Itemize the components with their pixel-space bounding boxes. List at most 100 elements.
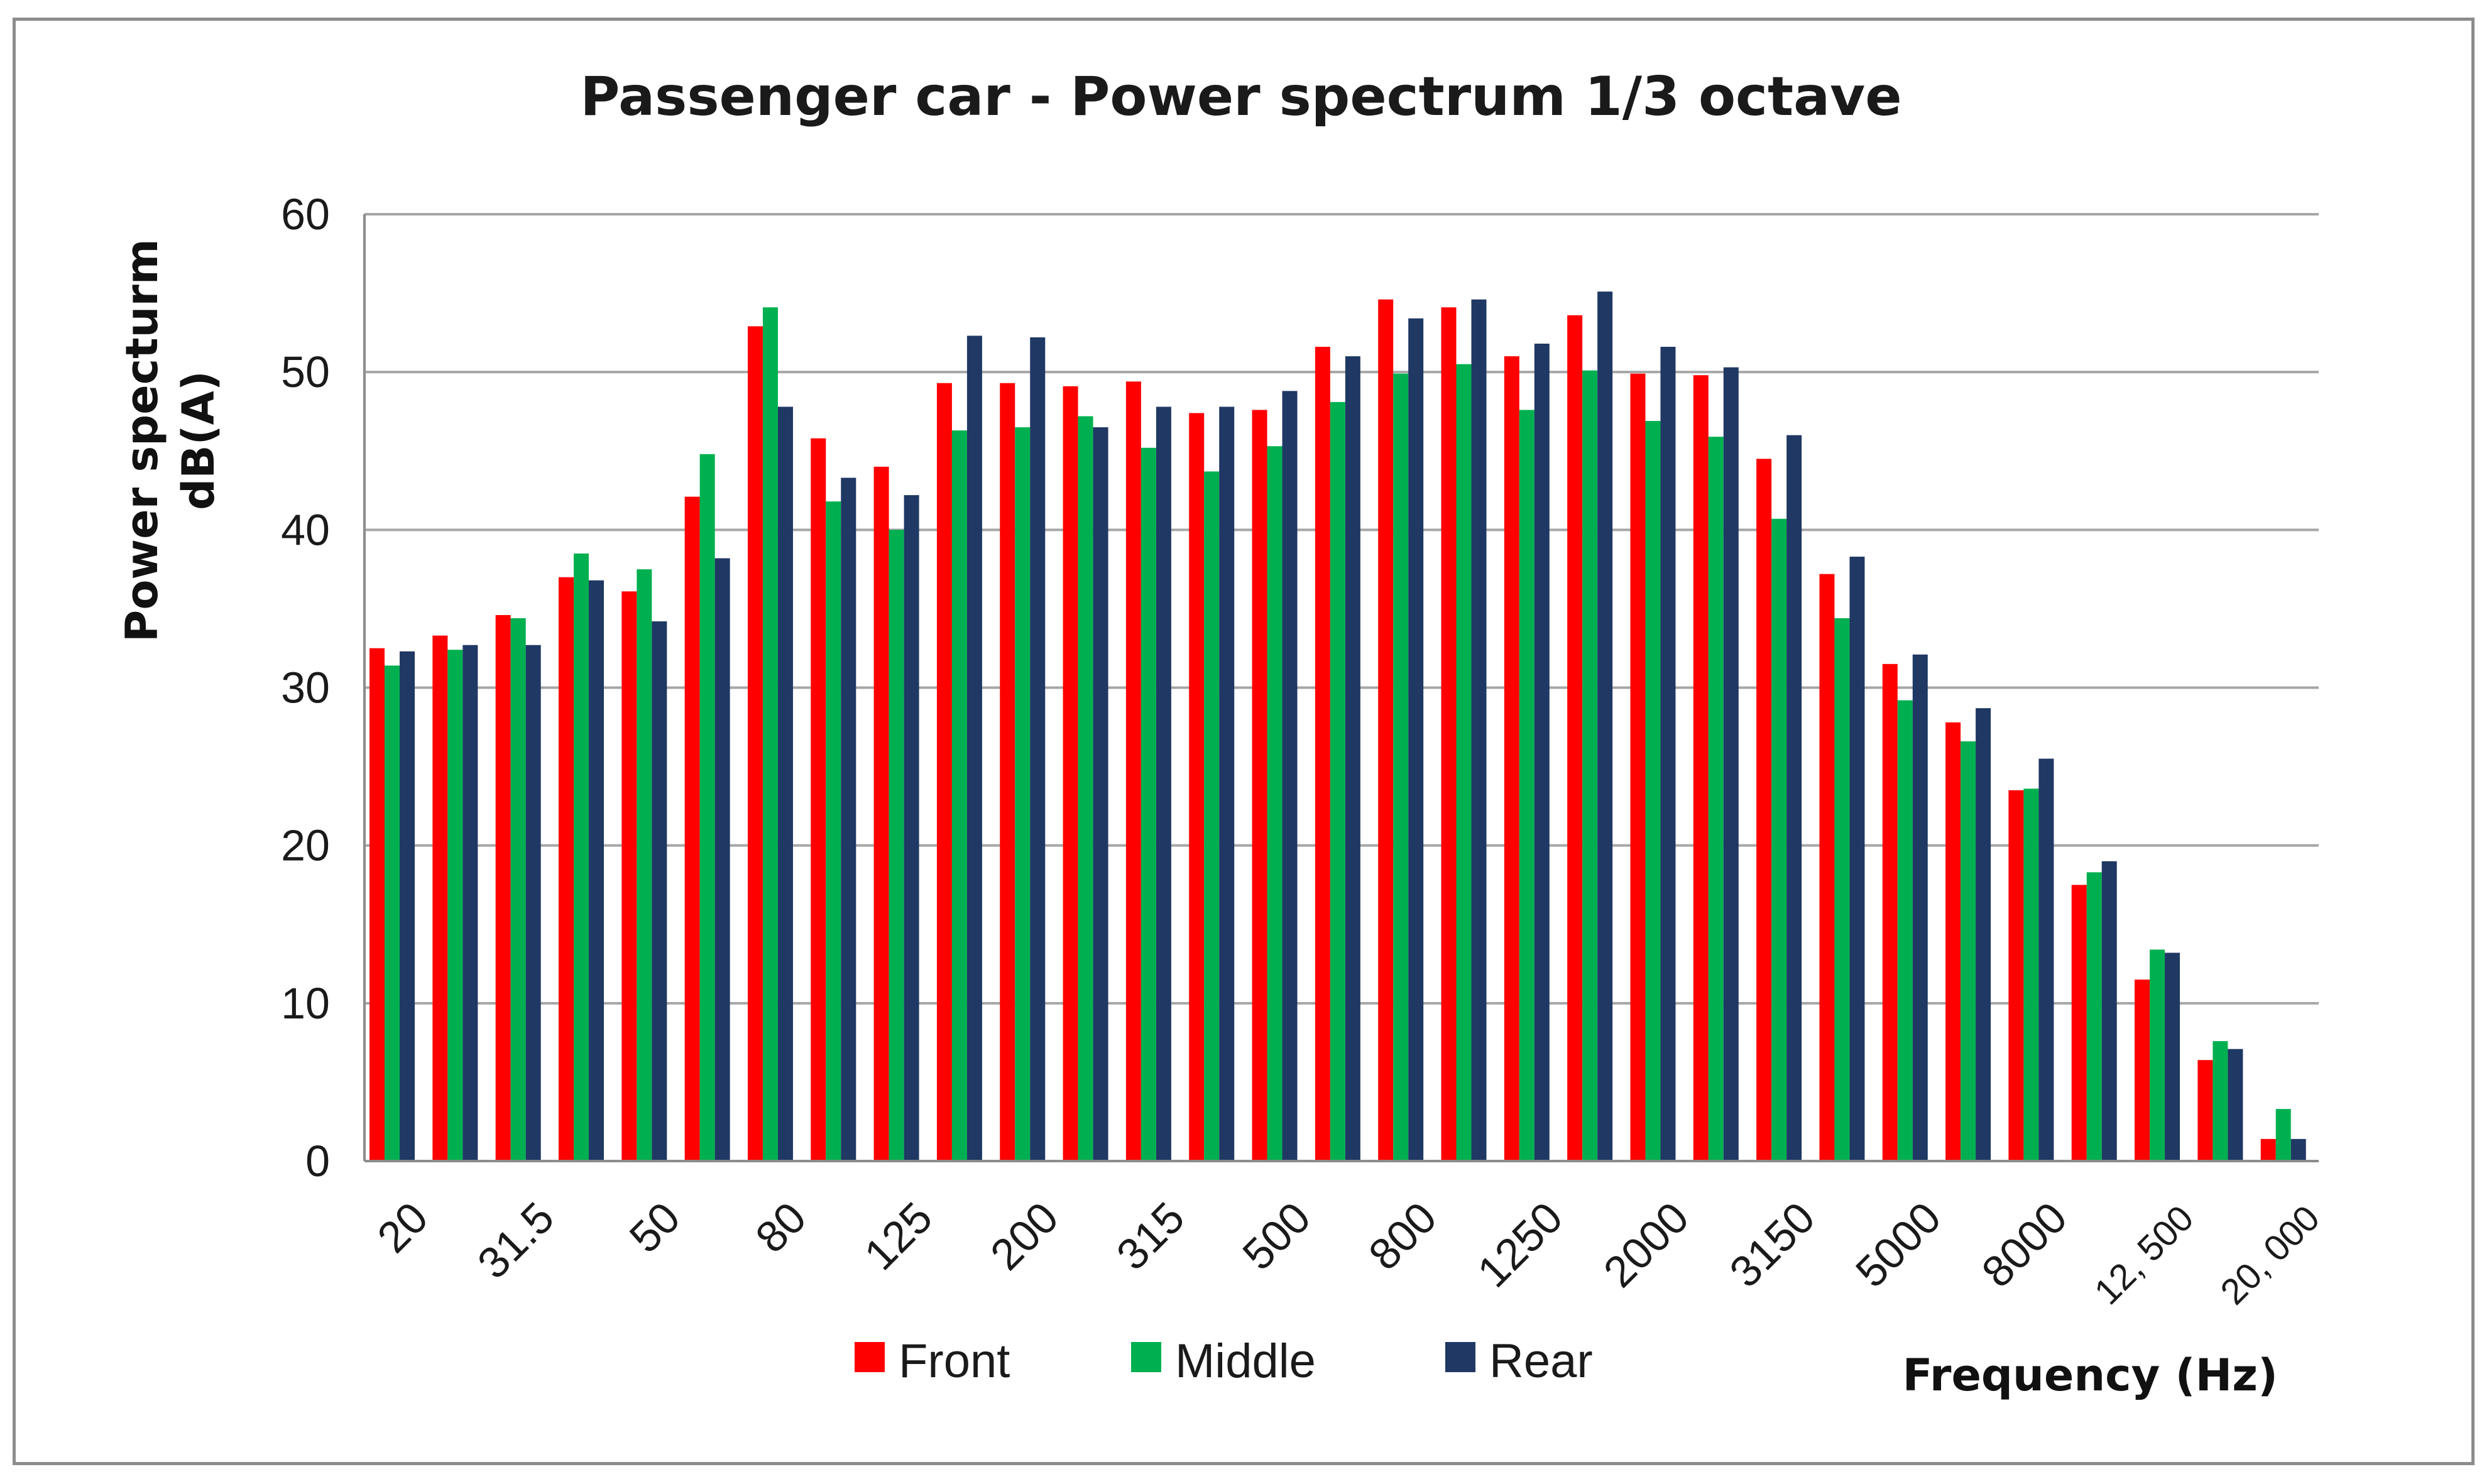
bar-middle: [1834, 618, 1850, 1161]
bar-middle: [637, 569, 652, 1161]
bar-middle: [1771, 518, 1787, 1161]
bar-middle: [1015, 427, 1031, 1162]
bar-middle: [2213, 1041, 2228, 1161]
bar-rear: [1723, 367, 1739, 1162]
bar-front: [936, 383, 952, 1162]
y-axis-label-line2: dB(A): [173, 371, 224, 510]
bar-front: [1945, 722, 1961, 1161]
bar-rear: [1408, 318, 1424, 1161]
bar-middle: [1267, 446, 1283, 1161]
bar-rear: [1030, 337, 1046, 1161]
y-tick-label: 50: [281, 347, 330, 396]
bar-middle: [1582, 370, 1598, 1161]
x-tick-label: 2000: [1594, 1192, 1698, 1296]
y-tick-label: 10: [281, 979, 330, 1028]
bar-front: [811, 438, 826, 1161]
legend-label-middle: Middle: [1175, 1334, 1316, 1388]
x-axis-label: Frequency (Hz): [1903, 1350, 2278, 1401]
y-axis-label-line1: Power specturm: [116, 239, 168, 642]
x-tick-label: 8000: [1972, 1192, 2076, 1296]
legend-swatch-front: [855, 1342, 885, 1372]
bar-front: [558, 577, 574, 1161]
bar-front: [873, 466, 889, 1161]
x-tick-label: 1250: [1468, 1192, 1572, 1296]
legend-swatch-rear: [1445, 1342, 1475, 1372]
bar-middle: [1645, 421, 1661, 1161]
bar-rear: [525, 645, 541, 1161]
bar-front: [1252, 410, 1267, 1161]
y-tick-label: 0: [305, 1137, 330, 1186]
bar-front: [2071, 885, 2087, 1161]
y-tick-label: 60: [281, 190, 330, 239]
x-tick-label: 31.5: [468, 1192, 563, 1287]
bar-rear: [2290, 1138, 2306, 1161]
x-tick-label: 5000: [1846, 1192, 1950, 1296]
bar-front: [1063, 386, 1078, 1161]
y-tick-label: 40: [281, 505, 330, 554]
bar-front: [1441, 307, 1457, 1161]
bar-middle: [1330, 401, 1345, 1161]
bar-middle: [1078, 416, 1093, 1161]
x-tick-label: 500: [1234, 1192, 1320, 1279]
bar-rear: [1912, 654, 1928, 1161]
bar-rear: [400, 651, 415, 1161]
bar-middle: [1456, 364, 1472, 1161]
bar-rear: [1976, 708, 1991, 1161]
bar-front: [2260, 1138, 2276, 1161]
bar-middle: [1519, 410, 1534, 1161]
bar-front: [1504, 356, 1519, 1161]
bar-front: [2197, 1060, 2213, 1161]
bar-middle: [2086, 872, 2102, 1161]
bar-middle: [1393, 373, 1409, 1161]
axes: [363, 214, 2319, 1162]
bar-front: [2008, 790, 2024, 1161]
bar-front: [1882, 663, 1898, 1161]
x-tick-labels: 20 31.5 50 80 125 200 315 500 800 1250 2000 3150 500…: [368, 1192, 2328, 1312]
chart-frame: Passenger car - Power spectrum 1/3 octav…: [13, 18, 2475, 1465]
legend-label-front: Front: [899, 1334, 1010, 1388]
chart-title: Passenger car - Power spectrum 1/3 octav…: [580, 65, 1901, 128]
bar-front: [1315, 346, 1330, 1161]
bar-front: [1189, 413, 1205, 1161]
bar-front: [495, 614, 511, 1161]
x-tick-label: 800: [1359, 1192, 1446, 1279]
bar-middle: [889, 530, 904, 1161]
bar-front: [747, 326, 763, 1161]
y-tick-label: 20: [281, 821, 330, 870]
y-tick-labels: 0 10 20 30 40 50 60: [281, 190, 330, 1186]
bar-front: [432, 635, 448, 1161]
bar-middle: [826, 501, 841, 1162]
bar-middle: [1897, 700, 1913, 1161]
bar-rear: [588, 580, 604, 1161]
bar-rear: [1534, 343, 1550, 1161]
x-tick-label: 80: [746, 1192, 815, 1262]
x-tick-label: 50: [620, 1192, 689, 1262]
bar-front: [1567, 315, 1583, 1161]
bar-front: [1378, 299, 1394, 1161]
legend-label-rear: Rear: [1489, 1334, 1593, 1388]
x-tick-label: 3150: [1720, 1192, 1824, 1296]
bar-front: [2135, 979, 2150, 1161]
legend-swatch-middle: [1131, 1342, 1161, 1372]
bar-middle: [510, 618, 526, 1161]
bar-middle: [1204, 471, 1220, 1162]
bar-front: [1693, 375, 1709, 1162]
bar-rear: [1471, 299, 1487, 1161]
bar-front: [684, 496, 700, 1161]
x-tick-label: 125: [855, 1192, 942, 1279]
bar-middle: [2150, 949, 2165, 1161]
bar-rear: [1786, 435, 1802, 1162]
y-tick-label: 30: [281, 663, 330, 712]
bar-rear: [652, 621, 667, 1161]
bar-middle: [1961, 741, 1976, 1161]
bars: [369, 292, 2306, 1162]
bar-front: [1819, 574, 1835, 1161]
bar-rear: [1282, 391, 1298, 1161]
bar-front: [369, 648, 385, 1161]
bar-rear: [841, 477, 856, 1162]
bar-middle: [1708, 437, 1724, 1161]
bar-middle: [2023, 788, 2039, 1161]
bar-middle: [762, 307, 778, 1161]
x-tick-label: 200: [981, 1192, 1068, 1279]
bar-rear: [1597, 292, 1613, 1161]
